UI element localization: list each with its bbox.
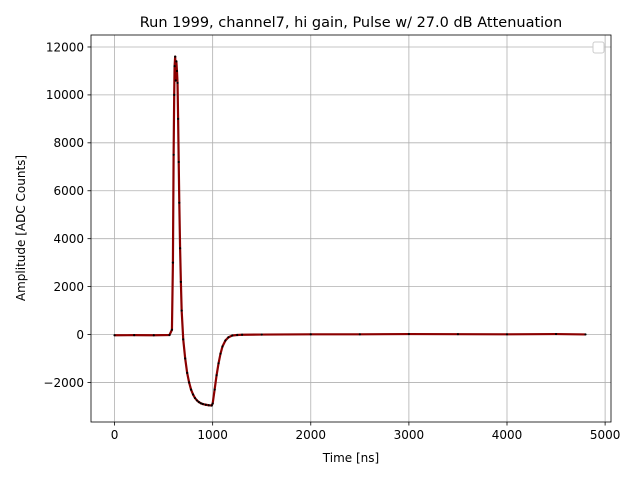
legend-box: [592, 41, 605, 54]
series-line: [114, 55, 586, 407]
y-tick-label: 6000: [53, 184, 84, 198]
x-tick-label: 0: [111, 428, 119, 442]
data-point: [260, 333, 263, 336]
data-point: [180, 309, 183, 312]
data-point: [456, 333, 460, 336]
x-axis-label: Time [ns]: [322, 451, 379, 465]
x-tick-label: 4000: [492, 428, 523, 442]
data-point: [171, 261, 175, 264]
data-point: [358, 333, 361, 336]
data-point: [175, 69, 179, 73]
data-point: [213, 388, 216, 391]
y-tick-label: 4000: [53, 232, 84, 246]
data-point: [178, 247, 182, 250]
data-point: [182, 338, 185, 341]
data-point: [177, 117, 180, 120]
data-point: [224, 339, 227, 342]
data-point: [191, 393, 195, 396]
x-tick-label: 3000: [394, 428, 425, 442]
data-point: [173, 93, 176, 97]
x-tick-label: 2000: [296, 428, 327, 442]
data-point: [178, 201, 181, 204]
x-tick-label: 5000: [590, 428, 621, 442]
data-point: [189, 388, 193, 391]
y-tick-label: 12000: [46, 40, 84, 54]
data-point: [174, 79, 177, 82]
data-point: [240, 333, 244, 336]
tick-layer: 0 1000 2000 3000 4000 5000 −2000 0 2000 4000 6000 8…: [43, 40, 620, 442]
data-point: [152, 334, 155, 337]
data-point: [236, 333, 239, 337]
data-point: [172, 153, 175, 156]
x-tick-label: 1000: [197, 428, 228, 442]
data-point: [175, 60, 178, 63]
data-point: [176, 81, 179, 85]
plot-layer: [113, 55, 587, 407]
data-point: [113, 334, 116, 337]
y-tick-label: 2000: [53, 280, 84, 294]
data-point: [170, 328, 174, 331]
data-point: [201, 402, 204, 406]
grid-layer: [91, 35, 611, 422]
data-point: [188, 381, 191, 384]
data-point: [407, 332, 410, 336]
plot-frame: [90, 34, 612, 423]
data-point: [221, 345, 224, 348]
data-point: [133, 334, 136, 337]
data-point: [215, 374, 218, 377]
data-point: [210, 404, 213, 407]
data-point: [179, 280, 182, 283]
data-point: [207, 404, 210, 407]
data-point: [199, 402, 202, 405]
data-point: [505, 333, 509, 336]
data-point: [554, 332, 558, 336]
data-point: [227, 336, 230, 339]
data-point: [195, 399, 199, 402]
data-point: [231, 334, 234, 337]
data-point: [193, 396, 197, 400]
y-tick-label: −2000: [43, 376, 84, 390]
data-point: [309, 333, 312, 336]
y-axis-label: Amplitude [ADC Counts]: [14, 155, 28, 301]
data-point: [217, 362, 220, 365]
data-point: [184, 357, 187, 360]
y-tick-label: 8000: [53, 136, 84, 150]
y-tick-label: 10000: [46, 88, 84, 102]
data-point: [177, 160, 180, 164]
data-point: [211, 402, 214, 405]
y-tick-label: 0: [76, 328, 84, 342]
data-point: [186, 371, 189, 374]
data-point: [204, 403, 207, 406]
data-point: [584, 333, 587, 336]
data-point: [219, 352, 222, 355]
data-point: [174, 55, 177, 58]
data-point: [168, 333, 171, 337]
data-point: [173, 65, 176, 68]
chart-title: Run 1999, channel7, hi gain, Pulse w/ 27…: [140, 15, 563, 31]
data-point: [197, 401, 201, 404]
